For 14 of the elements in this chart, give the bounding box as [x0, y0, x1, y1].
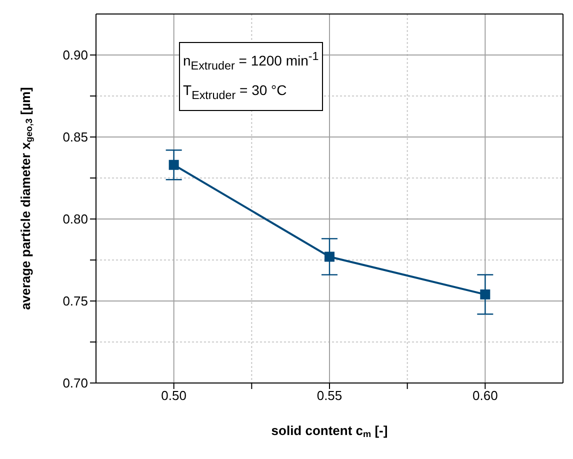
- x-tick-label: 0.60: [472, 388, 498, 404]
- point: [480, 289, 490, 300]
- x-tick-label: 0.55: [316, 388, 342, 404]
- y-tick-label: 0.80: [62, 212, 88, 227]
- x-tick-label: 0.50: [161, 388, 186, 404]
- x-axis-title: solid content c$_{m}$ [-]: [271, 423, 388, 440]
- y-tick-label: 0.70: [62, 376, 88, 391]
- annotation: n$_{Extruder}$ = 1200 min$^{-1}$: [183, 49, 319, 74]
- y-tick-label: 0.90: [62, 48, 88, 63]
- point: [324, 252, 334, 262]
- y-tick-label: 0.85: [62, 130, 88, 145]
- annotation: T$_{Extruder}$ = 30 °C: [183, 81, 288, 104]
- y-tick-label: 0.75: [62, 294, 88, 309]
- point: [168, 160, 179, 170]
